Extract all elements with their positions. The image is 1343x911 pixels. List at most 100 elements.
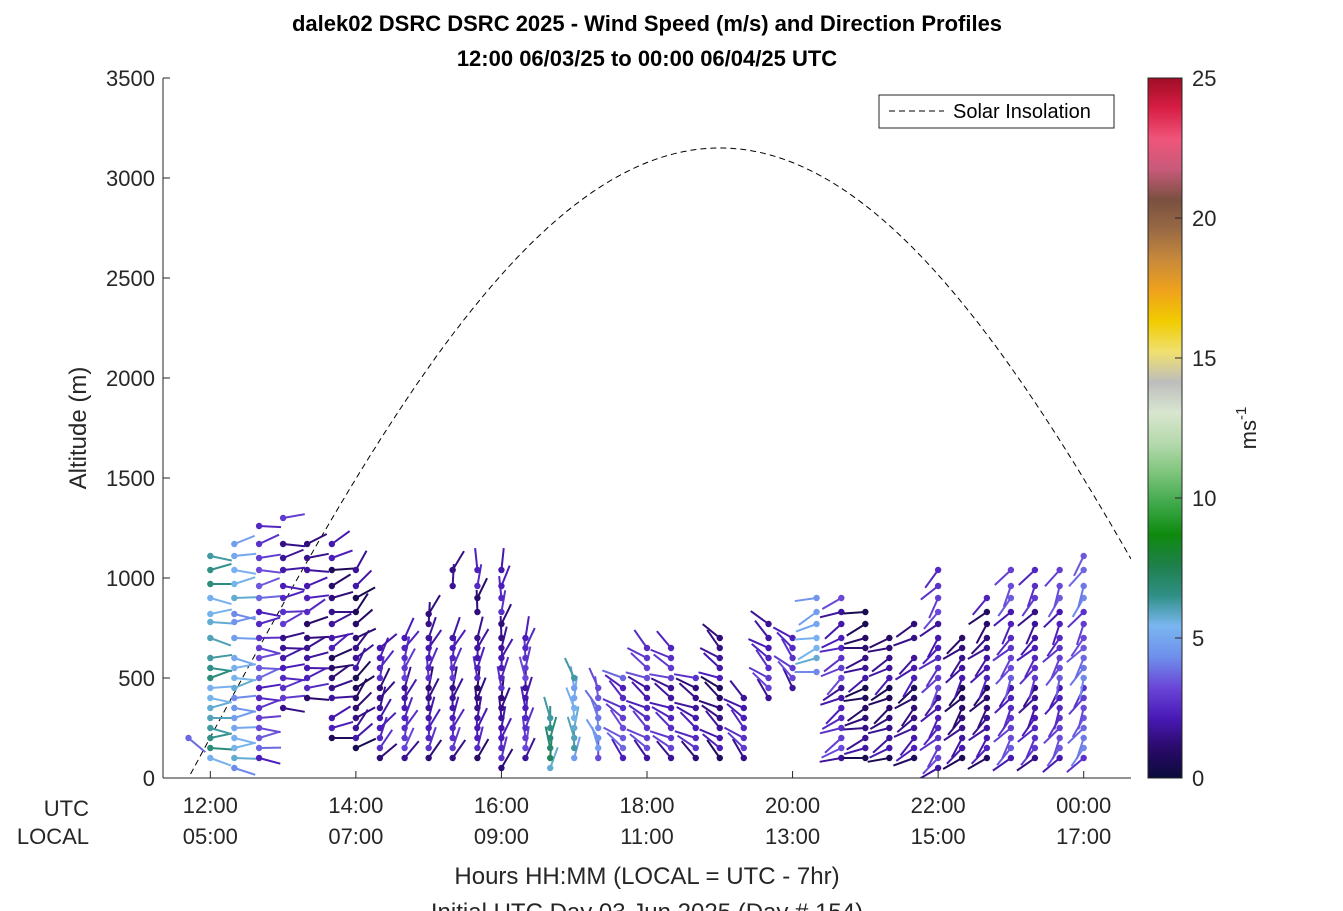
wind-barb-point	[958, 744, 966, 752]
wind-barb-stem	[451, 726, 461, 749]
wind-barb-point	[595, 724, 602, 732]
wind-barb-point	[1080, 734, 1087, 742]
wind-barb-point	[303, 594, 311, 602]
wind-barb-stem	[819, 757, 842, 763]
wind-barb-stem	[974, 657, 988, 678]
wind-barb-stem	[846, 623, 866, 637]
wind-barb-point	[1007, 744, 1015, 752]
wind-barb-stem	[781, 638, 794, 659]
wind-barb-point	[595, 734, 602, 742]
wind-barb-stem	[819, 611, 842, 619]
wind-barb-point	[207, 674, 214, 682]
wind-barb-point	[376, 704, 384, 712]
wind-barb-point	[740, 744, 747, 752]
wind-barb-stem	[918, 657, 939, 670]
wind-barb-point	[1056, 644, 1063, 652]
wind-barb-point	[474, 644, 481, 652]
wind-barb-stem	[822, 687, 842, 702]
wind-barb-stem	[867, 757, 890, 763]
wind-barb-point	[255, 684, 263, 692]
wind-barb-stem	[1020, 637, 1036, 656]
wind-barb-point	[522, 664, 529, 672]
wind-barb-point	[352, 644, 360, 652]
wind-barb-point	[231, 734, 238, 742]
wind-barb-point	[838, 684, 845, 692]
wind-barb-point	[352, 566, 360, 574]
wind-barb-point	[716, 634, 723, 642]
wind-barb-point	[1031, 714, 1039, 722]
wind-barb-point	[231, 744, 238, 752]
wind-barb-point	[498, 724, 505, 732]
wind-barb-stem	[605, 703, 624, 719]
wind-barb-stem	[282, 631, 305, 639]
wind-barb-point	[401, 704, 408, 712]
wind-barb-stem	[625, 699, 648, 709]
wind-barb-stem	[378, 716, 388, 739]
wind-barb-point	[207, 594, 214, 602]
wind-barb-point	[983, 594, 991, 602]
wind-barb-point	[595, 744, 602, 752]
wind-barb-stem	[378, 667, 391, 689]
wind-barb-stem	[258, 553, 281, 559]
wind-barb-point	[838, 744, 845, 752]
wind-barb-stem	[942, 757, 963, 770]
wind-barb-point	[862, 654, 869, 662]
wind-barb-stem	[258, 616, 281, 625]
wind-barb-stem	[902, 677, 915, 698]
wind-barb-point	[449, 744, 456, 752]
wind-barb-stem	[500, 590, 507, 613]
wind-barb-point	[401, 674, 408, 682]
wind-barb-stem	[234, 657, 256, 666]
wind-barb-point	[449, 644, 456, 652]
wind-barb-point	[522, 684, 529, 692]
wind-barb-stem	[233, 534, 256, 545]
wind-barb-stem	[259, 667, 282, 671]
wind-barb-stem	[1053, 707, 1061, 730]
wind-barb-stem	[922, 757, 939, 775]
wind-barb-point	[1056, 620, 1063, 628]
wind-barb-stem	[258, 577, 280, 587]
wind-barb-stem	[500, 548, 505, 571]
wind-barb-point	[862, 754, 869, 762]
wind-barb-point	[498, 734, 505, 742]
wind-barb-stem	[210, 727, 232, 736]
wind-barb-point	[838, 734, 845, 742]
wind-barb-stem	[1068, 569, 1085, 588]
wind-barb-stem	[306, 667, 328, 679]
wind-barb-stem	[627, 675, 648, 689]
wind-barb-stem	[919, 737, 939, 752]
wind-barb-point	[983, 734, 991, 742]
wind-barb-stem	[794, 637, 817, 641]
wind-barb-point	[352, 674, 360, 682]
wind-barb-point	[207, 618, 214, 626]
colorbar	[1147, 77, 1183, 779]
wind-barb-stem	[609, 709, 624, 729]
wind-barb-point	[279, 554, 287, 562]
wind-barb-point	[255, 634, 263, 642]
wind-barb-point	[498, 620, 505, 628]
x-tick-label-local: 07:00	[328, 824, 383, 849]
wind-barb-point	[716, 694, 723, 702]
wind-barb-stem	[564, 657, 576, 679]
wind-barb-point	[667, 644, 675, 652]
wind-barb-point	[352, 594, 360, 602]
wind-barb-stem	[872, 737, 891, 754]
wind-barb-point	[1031, 734, 1039, 742]
wind-barb-stem	[476, 677, 487, 699]
wind-barb-stem	[825, 707, 843, 725]
legend: Solar Insolation	[878, 94, 1115, 129]
wind-barb-point	[449, 704, 456, 712]
wind-barb-point	[255, 714, 263, 722]
wind-barb-stem	[633, 739, 648, 759]
wind-barb-point	[207, 566, 214, 574]
x-tick-label-utc: 00:00	[1056, 793, 1111, 818]
wind-barb-point	[255, 566, 263, 574]
wind-barb-stem	[795, 657, 817, 666]
wind-barb-point	[983, 684, 991, 692]
wind-barb-point	[328, 654, 336, 662]
wind-barb-stem	[1070, 637, 1085, 657]
wind-barb-stem	[524, 676, 533, 699]
wind-barb-point	[376, 734, 384, 742]
wind-barb-point	[643, 734, 651, 742]
wind-barb-stem	[1016, 757, 1036, 772]
